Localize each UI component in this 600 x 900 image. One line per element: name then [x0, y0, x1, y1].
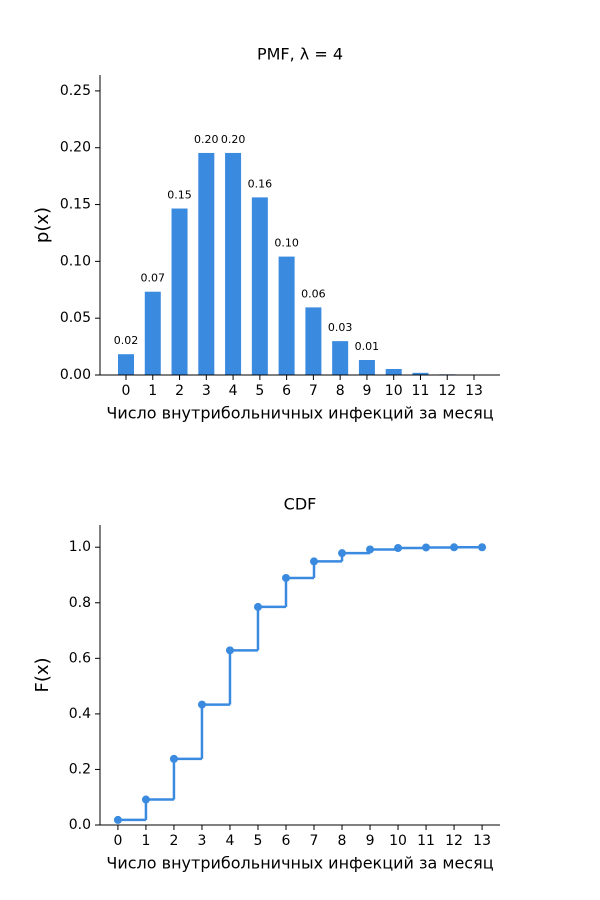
x-tick-label: 5 [254, 833, 263, 849]
point [169, 754, 178, 763]
value-label: 0.02 [114, 334, 139, 347]
x-tick-label: 6 [282, 383, 291, 399]
chart-title: CDF [284, 495, 317, 514]
point [310, 557, 319, 566]
bar [144, 291, 161, 375]
bar [251, 197, 268, 375]
point [478, 543, 487, 552]
y-tick-label: 0.20 [60, 140, 91, 156]
x-tick-label: 3 [202, 383, 211, 399]
bar [358, 360, 375, 375]
point [394, 544, 403, 552]
x-tick-label: 2 [169, 833, 178, 849]
x-tick-label: 8 [338, 833, 347, 849]
value-label: 0.07 [141, 272, 166, 285]
y-axis-label: F(x) [32, 657, 53, 692]
x-tick-label: 4 [229, 383, 238, 399]
x-tick-label: 2 [175, 383, 184, 399]
point [197, 700, 206, 709]
point [113, 815, 122, 824]
bar [198, 152, 215, 375]
x-tick-label: 1 [148, 383, 157, 399]
value-label: 0.06 [301, 287, 326, 300]
x-tick-label: 12 [445, 833, 463, 849]
value-label: 0.15 [167, 189, 192, 202]
x-axis-label: Число внутрибольничных инфекций за месяц [106, 404, 493, 423]
x-tick-label: 9 [362, 383, 371, 399]
bar [385, 368, 402, 375]
value-label: 0.16 [248, 177, 273, 190]
x-tick-label: 5 [255, 383, 264, 399]
x-tick-label: 10 [389, 833, 407, 849]
x-tick-label: 9 [366, 833, 375, 849]
x-axis-label: Число внутрибольничных инфекций за месяц [106, 854, 493, 873]
point [253, 602, 262, 611]
y-tick-label: 1.0 [69, 539, 91, 555]
x-tick-label: 13 [473, 833, 491, 849]
value-label: 0.03 [328, 321, 353, 334]
bar [305, 307, 322, 375]
y-tick-label: 0.6 [69, 650, 91, 666]
x-tick-label: 10 [385, 383, 403, 399]
x-tick-label: 4 [226, 833, 235, 849]
bar [278, 256, 295, 375]
x-tick-label: 0 [122, 383, 131, 399]
x-tick-label: 8 [336, 383, 345, 399]
x-tick-label: 12 [438, 383, 456, 399]
value-label: 0.20 [194, 133, 219, 146]
y-tick-label: 0.0 [69, 817, 91, 833]
point [225, 646, 234, 655]
point [141, 795, 150, 804]
point [281, 573, 290, 582]
value-label: 0.20 [221, 133, 246, 146]
bar [332, 341, 349, 375]
bar [225, 152, 242, 375]
value-label: 0.10 [274, 237, 299, 250]
point [422, 543, 431, 552]
point [366, 545, 375, 554]
chart-title: PMF, λ = 4 [257, 45, 343, 64]
x-tick-label: 1 [141, 833, 150, 849]
y-tick-label: 0.25 [60, 83, 91, 99]
value-label: 0.01 [355, 340, 380, 353]
x-tick-label: 13 [465, 383, 483, 399]
x-tick-label: 11 [412, 383, 430, 399]
x-tick-label: 6 [282, 833, 291, 849]
bar [171, 208, 188, 375]
x-tick-label: 0 [113, 833, 122, 849]
y-tick-label: 0.05 [60, 310, 91, 326]
x-tick-label: 7 [310, 833, 319, 849]
point [450, 543, 459, 552]
y-tick-label: 0.4 [69, 706, 91, 722]
y-tick-label: 0.15 [60, 197, 91, 213]
bar [118, 354, 134, 375]
y-tick-label: 0.10 [60, 253, 91, 269]
x-tick-label: 7 [309, 383, 318, 399]
y-tick-label: 0.8 [69, 595, 91, 611]
x-tick-label: 11 [417, 833, 435, 849]
bar [412, 372, 429, 375]
y-axis-label: p(x) [32, 207, 53, 243]
y-tick-label: 0.00 [60, 367, 91, 383]
point [338, 549, 347, 558]
x-tick-label: 3 [197, 833, 206, 849]
y-tick-label: 0.2 [69, 761, 91, 777]
